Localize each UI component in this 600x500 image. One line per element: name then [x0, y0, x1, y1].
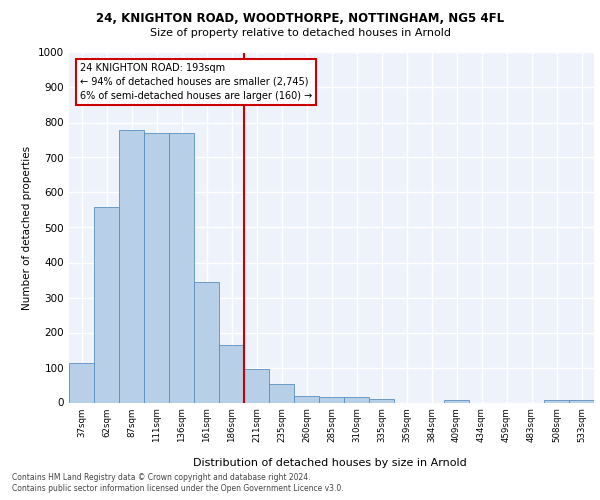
Bar	[194, 282, 219, 403]
Text: Contains HM Land Registry data © Crown copyright and database right 2024.: Contains HM Land Registry data © Crown c…	[12, 472, 311, 482]
Text: 24 KNIGHTON ROAD: 193sqm
← 94% of detached houses are smaller (2,745)
6% of semi: 24 KNIGHTON ROAD: 193sqm ← 94% of detach…	[79, 63, 312, 101]
Bar	[69, 363, 94, 403]
Bar	[569, 400, 594, 402]
Bar	[369, 400, 394, 402]
Bar	[294, 396, 319, 402]
Bar	[219, 345, 244, 403]
Text: Contains public sector information licensed under the Open Government Licence v3: Contains public sector information licen…	[12, 484, 344, 493]
Text: Distribution of detached houses by size in Arnold: Distribution of detached houses by size …	[193, 458, 467, 468]
Text: 24, KNIGHTON ROAD, WOODTHORPE, NOTTINGHAM, NG5 4FL: 24, KNIGHTON ROAD, WOODTHORPE, NOTTINGHA…	[96, 12, 504, 26]
Text: Size of property relative to detached houses in Arnold: Size of property relative to detached ho…	[149, 28, 451, 38]
Bar	[344, 397, 369, 402]
Bar	[94, 207, 119, 402]
Bar	[269, 384, 294, 402]
Bar	[544, 400, 569, 402]
Bar	[444, 400, 469, 402]
Bar	[169, 133, 194, 402]
Bar	[144, 133, 169, 402]
Y-axis label: Number of detached properties: Number of detached properties	[22, 146, 32, 310]
Bar	[319, 397, 344, 402]
Bar	[119, 130, 144, 402]
Bar	[244, 368, 269, 402]
